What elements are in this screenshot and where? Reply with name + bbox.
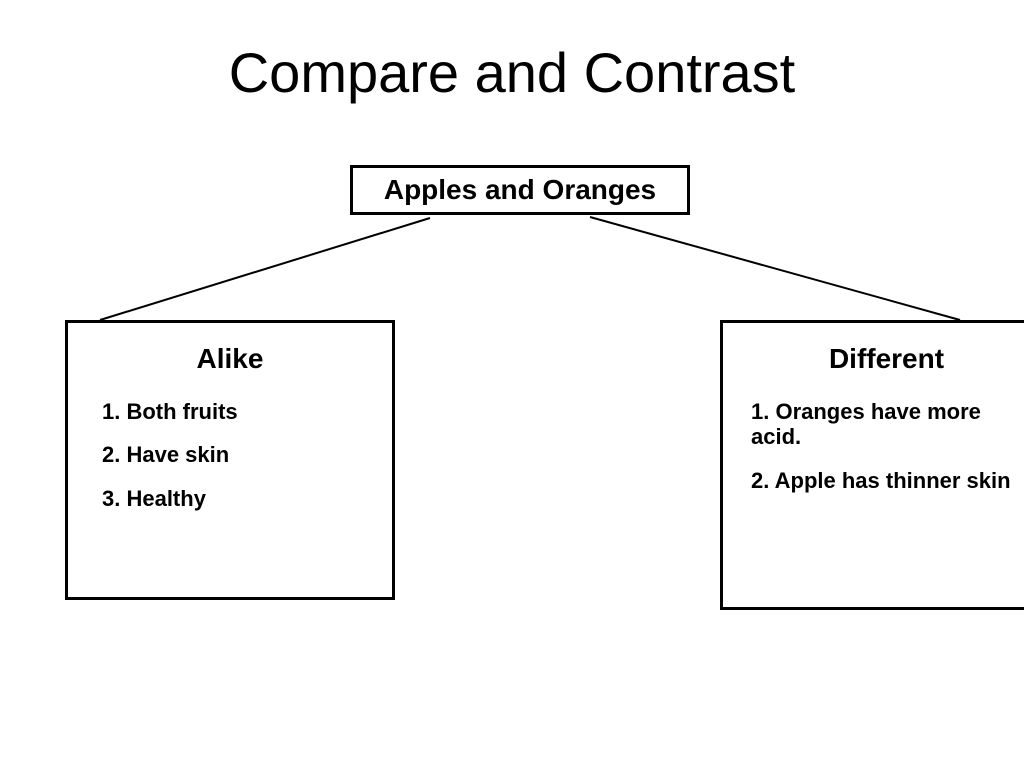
topic-box: Apples and Oranges: [350, 165, 690, 215]
different-box: Different 1. Oranges have more acid. 2. …: [720, 320, 1024, 610]
list-item: 2. Have skin: [102, 442, 362, 467]
different-heading: Different: [747, 343, 1024, 375]
list-item: 1. Oranges have more acid.: [751, 399, 1024, 450]
page-title: Compare and Contrast: [0, 40, 1024, 105]
different-list: 1. Oranges have more acid. 2. Apple has …: [747, 399, 1024, 493]
list-item: 2. Apple has thinner skin: [751, 468, 1024, 493]
list-item: 3. Healthy: [102, 486, 362, 511]
alike-box: Alike 1. Both fruits 2. Have skin 3. Hea…: [65, 320, 395, 600]
list-item: 1. Both fruits: [102, 399, 362, 424]
edge-left: [100, 218, 430, 320]
alike-list: 1. Both fruits 2. Have skin 3. Healthy: [98, 399, 362, 511]
alike-heading: Alike: [98, 343, 362, 375]
topic-label: Apples and Oranges: [384, 174, 656, 206]
edge-right: [590, 217, 960, 320]
